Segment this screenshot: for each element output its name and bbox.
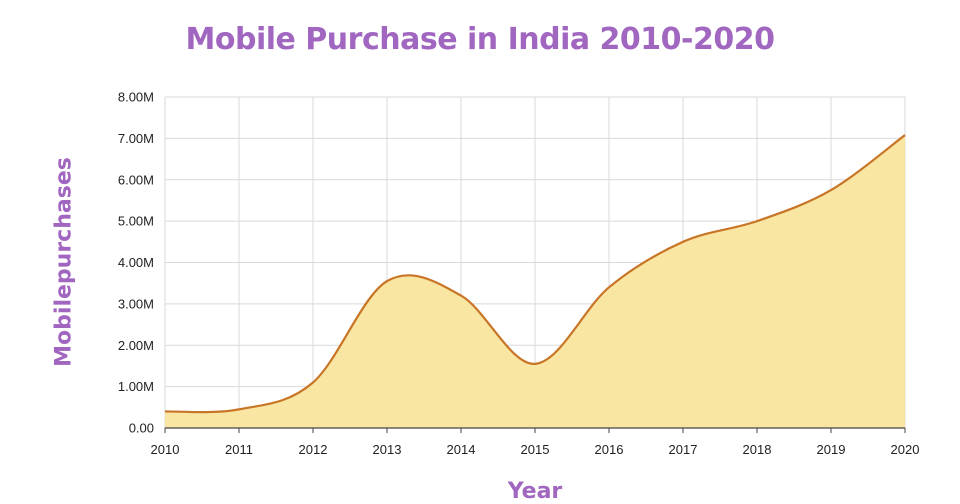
y-tick-label: 7.00M [118,131,154,146]
y-tick-label: 6.00M [118,172,154,187]
x-tick-label: 2017 [669,442,698,457]
y-tick-label: 2.00M [118,338,154,353]
y-tick-label: 1.00M [118,379,154,394]
x-tick-label: 2020 [891,442,920,457]
x-tick-label: 2016 [595,442,624,457]
x-tick-label: 2014 [447,442,476,457]
y-tick-label: 5.00M [118,214,154,229]
y-tick-label: 4.00M [118,255,154,270]
y-tick-label: 0.00 [129,421,154,436]
x-tick-label: 2018 [743,442,772,457]
x-tick-label: 2010 [151,442,180,457]
x-tick-label: 2011 [225,442,253,457]
y-tick-label: 3.00M [118,296,154,311]
x-tick-label: 2012 [299,442,328,457]
y-tick-label: 8.00M [118,90,154,105]
x-tick-label: 2019 [817,442,846,457]
x-tick-label: 2015 [521,442,550,457]
x-tick-label: 2013 [373,442,402,457]
